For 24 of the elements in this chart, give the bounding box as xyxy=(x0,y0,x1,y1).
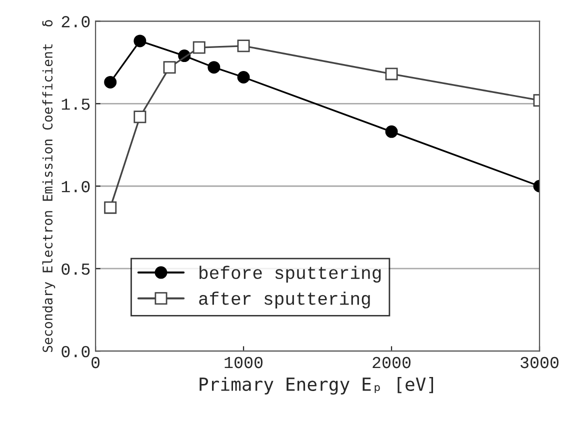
point xyxy=(208,61,220,74)
y-axis-title: Secondary Electron Emission Coefficient δ xyxy=(42,20,56,352)
point xyxy=(104,201,117,214)
point xyxy=(104,76,117,88)
point xyxy=(385,68,398,80)
legend-label: before sputtering xyxy=(200,266,381,283)
y-tick-label: 0.5 xyxy=(62,263,90,275)
legend-label: after sputtering xyxy=(199,292,370,308)
x-tick-label: 3000 xyxy=(520,356,558,368)
point xyxy=(134,110,146,124)
x-tick-label: 0 xyxy=(92,356,100,368)
point xyxy=(134,34,146,48)
point xyxy=(192,41,206,54)
point xyxy=(385,125,398,138)
point xyxy=(237,70,250,84)
x-tick-label: 1000 xyxy=(224,356,263,368)
y-tick-label: 1.0 xyxy=(62,181,90,192)
point xyxy=(237,40,250,52)
y-tick-label: 1.5 xyxy=(62,98,90,110)
x-axis-title: Primary Energy Eₚ [eV] xyxy=(200,377,434,395)
point xyxy=(163,61,176,74)
y-tick-label: 2.0 xyxy=(62,16,90,28)
x-tick-label: 2000 xyxy=(372,356,411,368)
y-tick-label: 0.0 xyxy=(62,346,90,358)
